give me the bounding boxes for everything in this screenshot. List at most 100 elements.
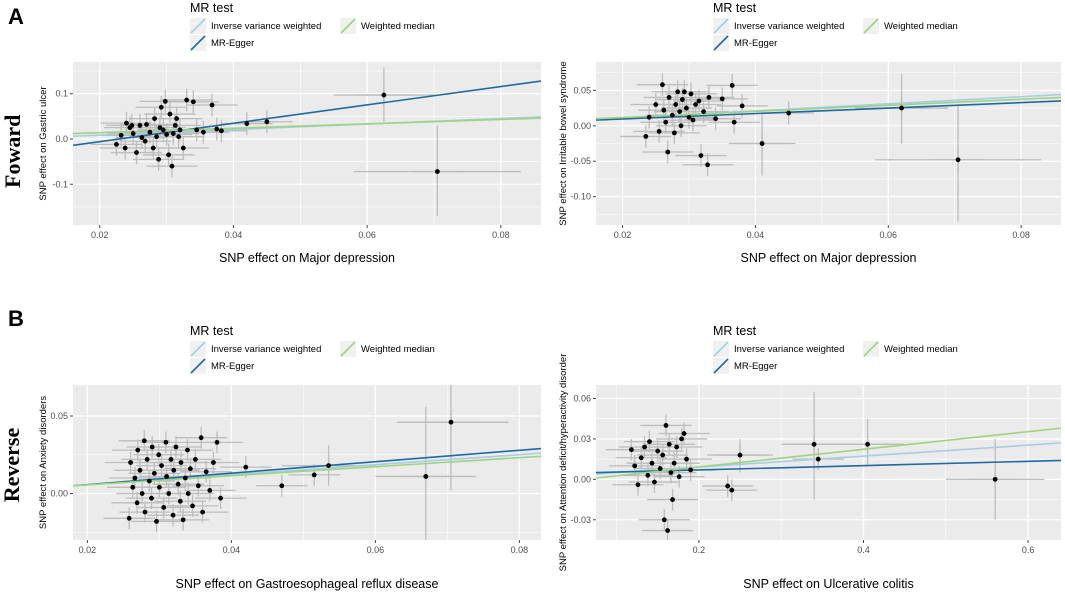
line-egger — [596, 459, 1061, 474]
legend-key-wm — [863, 341, 879, 357]
data-point — [134, 150, 139, 155]
data-point — [135, 447, 141, 453]
data-point — [666, 95, 672, 100]
y-axis-label: SNP effect on Irritable bowel syndrome — [558, 61, 569, 225]
y-tick-label: 0.00 — [573, 474, 591, 484]
data-point — [146, 478, 152, 484]
data-point — [690, 117, 696, 123]
data-point — [737, 452, 743, 458]
y-tick-label: 0.03 — [573, 434, 591, 444]
data-layer — [596, 73, 1061, 222]
data-point — [684, 456, 689, 462]
line-ivw — [596, 442, 1061, 475]
data-point — [899, 105, 904, 111]
data-point — [184, 97, 190, 103]
data-point — [660, 452, 666, 458]
legend: MR test Inverse variance weighted MR-Egger… — [713, 1, 958, 51]
data-point — [657, 466, 663, 471]
data-point — [683, 105, 689, 111]
y-tick-label: 0.05 — [50, 411, 68, 421]
data-point — [177, 498, 183, 504]
y-tick-label: -0.05 — [570, 156, 591, 166]
data-point — [243, 464, 249, 470]
data-point — [676, 474, 682, 480]
data-point — [663, 423, 669, 428]
data-point — [701, 109, 707, 115]
chart-0: 0.02 0.04 0.06 0.08 -0.1 0.0 0.1 SNP effect on … — [38, 1, 541, 265]
data-point — [214, 126, 220, 132]
data-point — [311, 472, 317, 478]
data-point — [190, 99, 196, 105]
data-point — [647, 439, 652, 445]
x-tick-label: 0.06 — [358, 230, 376, 240]
data-point — [955, 157, 961, 163]
data-point — [170, 131, 176, 136]
data-point — [142, 138, 148, 144]
data-point — [203, 469, 209, 475]
y-tick-label: -0.1 — [52, 179, 68, 189]
data-layer — [73, 67, 541, 216]
data-point — [195, 483, 201, 489]
data-point — [149, 444, 155, 450]
data-point — [126, 515, 132, 521]
y-axis-label: SNP effect on Anxiety disorders — [38, 396, 49, 530]
data-point — [166, 491, 172, 496]
data-point — [632, 463, 638, 469]
data-point — [679, 436, 684, 442]
data-point — [713, 116, 718, 122]
data-point — [669, 112, 675, 118]
data-point — [156, 156, 161, 162]
x-axis-label: SNP effect on Major depression — [219, 251, 395, 265]
x-tick-label: 0.08 — [511, 545, 529, 555]
data-point — [665, 149, 671, 155]
data-point — [149, 495, 154, 501]
data-point — [628, 447, 634, 453]
legend-key-egger — [190, 358, 206, 374]
legend-label-egger: MR-Egger — [734, 38, 777, 49]
data-point — [668, 470, 674, 476]
data-point — [180, 145, 186, 151]
data-point — [815, 456, 821, 462]
data-point — [671, 130, 677, 136]
minor-grid — [73, 62, 541, 225]
x-tick-label: 0.08 — [492, 230, 510, 240]
legend-label-wm: Weighted median — [361, 21, 435, 32]
data-point — [164, 132, 170, 137]
data-point — [182, 475, 188, 481]
data-point — [193, 457, 198, 462]
legend-label-wm: Weighted median — [884, 21, 958, 32]
data-point — [434, 169, 440, 174]
data-point — [725, 483, 731, 489]
x-tick-label: 0.6 — [1022, 545, 1035, 555]
data-point — [185, 447, 190, 453]
data-point — [665, 528, 671, 533]
data-point — [174, 116, 180, 121]
data-point — [696, 98, 702, 104]
data-point — [177, 127, 183, 133]
data-point — [207, 488, 213, 493]
data-point — [705, 162, 710, 168]
legend: MR test Inverse variance weighted MR-Egger… — [713, 324, 958, 374]
x-axis-label: SNP effect on Ulcerative colitis — [743, 577, 913, 591]
data-point — [154, 134, 159, 140]
legend-key-egger — [713, 358, 729, 374]
chart-1: 0.02 0.04 0.06 0.08 -0.10 -0.05 0.00 0.05 SNP ef… — [558, 1, 1061, 265]
plot-background — [73, 62, 541, 225]
data-point — [448, 419, 454, 425]
data-point — [674, 444, 680, 450]
panel-letter-a: A — [8, 4, 24, 29]
data-point — [686, 114, 692, 120]
data-point — [681, 89, 687, 95]
data-point — [678, 123, 684, 129]
x-tick-label: 0.04 — [225, 230, 243, 240]
legend-key-ivw — [713, 341, 729, 357]
y-tick-label: 0.0 — [55, 134, 68, 144]
data-point — [134, 500, 140, 506]
legend-label-ivw: Inverse variance weighted — [211, 21, 321, 32]
data-point — [649, 460, 655, 466]
legend-label-egger: MR-Egger — [211, 38, 254, 49]
data-point — [180, 517, 186, 523]
data-point — [151, 470, 157, 476]
data-point — [992, 476, 998, 482]
data-point — [381, 92, 387, 98]
